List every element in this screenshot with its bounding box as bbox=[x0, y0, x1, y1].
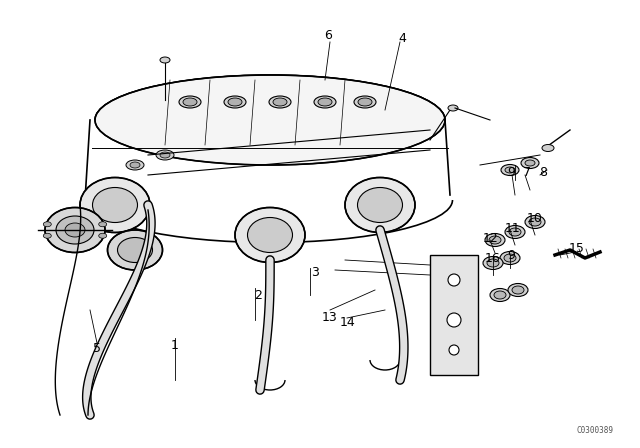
Ellipse shape bbox=[487, 259, 499, 267]
Ellipse shape bbox=[160, 152, 170, 158]
Ellipse shape bbox=[490, 289, 510, 302]
Text: 8: 8 bbox=[539, 165, 547, 178]
Ellipse shape bbox=[542, 145, 554, 151]
Ellipse shape bbox=[99, 222, 107, 227]
Text: 10: 10 bbox=[527, 211, 543, 224]
Text: 14: 14 bbox=[340, 315, 356, 328]
Ellipse shape bbox=[525, 160, 535, 166]
Ellipse shape bbox=[508, 284, 528, 297]
Ellipse shape bbox=[80, 177, 150, 233]
Ellipse shape bbox=[345, 177, 415, 233]
Ellipse shape bbox=[318, 98, 332, 106]
Ellipse shape bbox=[126, 160, 144, 170]
Text: 2: 2 bbox=[254, 289, 262, 302]
Ellipse shape bbox=[529, 218, 541, 226]
Ellipse shape bbox=[65, 223, 85, 237]
Ellipse shape bbox=[45, 207, 105, 253]
Ellipse shape bbox=[93, 188, 138, 223]
Ellipse shape bbox=[501, 164, 519, 176]
Ellipse shape bbox=[494, 291, 506, 299]
Text: 5: 5 bbox=[93, 341, 101, 354]
Ellipse shape bbox=[273, 98, 287, 106]
Circle shape bbox=[448, 274, 460, 286]
Text: 13: 13 bbox=[322, 310, 338, 323]
Ellipse shape bbox=[489, 236, 501, 244]
Ellipse shape bbox=[483, 257, 503, 270]
Ellipse shape bbox=[95, 75, 445, 165]
Circle shape bbox=[447, 313, 461, 327]
Ellipse shape bbox=[358, 98, 372, 106]
Ellipse shape bbox=[504, 254, 516, 262]
Ellipse shape bbox=[44, 222, 51, 227]
Ellipse shape bbox=[354, 96, 376, 108]
Ellipse shape bbox=[521, 158, 539, 168]
Ellipse shape bbox=[314, 96, 336, 108]
Ellipse shape bbox=[156, 150, 174, 160]
Ellipse shape bbox=[183, 98, 197, 106]
Ellipse shape bbox=[99, 233, 107, 238]
Text: 12: 12 bbox=[483, 232, 499, 245]
Ellipse shape bbox=[235, 207, 305, 263]
Ellipse shape bbox=[500, 251, 520, 264]
Text: 3: 3 bbox=[311, 266, 319, 279]
Ellipse shape bbox=[512, 286, 524, 294]
Ellipse shape bbox=[130, 162, 140, 168]
Ellipse shape bbox=[509, 228, 521, 236]
Text: 16: 16 bbox=[485, 251, 501, 264]
Ellipse shape bbox=[228, 98, 242, 106]
Ellipse shape bbox=[160, 57, 170, 63]
Ellipse shape bbox=[358, 188, 403, 223]
Ellipse shape bbox=[56, 216, 94, 244]
Ellipse shape bbox=[269, 96, 291, 108]
Ellipse shape bbox=[224, 96, 246, 108]
Text: C0300389: C0300389 bbox=[577, 426, 614, 435]
Text: 7: 7 bbox=[523, 165, 531, 178]
Ellipse shape bbox=[108, 230, 163, 270]
Text: 9: 9 bbox=[507, 249, 515, 262]
Text: 6: 6 bbox=[324, 29, 332, 42]
Ellipse shape bbox=[248, 217, 292, 253]
Ellipse shape bbox=[44, 233, 51, 238]
Text: 15: 15 bbox=[569, 241, 585, 254]
Ellipse shape bbox=[505, 167, 515, 173]
Ellipse shape bbox=[118, 237, 152, 263]
Text: 4: 4 bbox=[398, 31, 406, 44]
Circle shape bbox=[449, 345, 459, 355]
Text: 11: 11 bbox=[505, 221, 521, 234]
Bar bbox=[430, 255, 478, 375]
Text: 1: 1 bbox=[171, 339, 179, 352]
Ellipse shape bbox=[505, 225, 525, 238]
Ellipse shape bbox=[485, 233, 505, 246]
Ellipse shape bbox=[525, 215, 545, 228]
Text: 9: 9 bbox=[507, 165, 515, 178]
Ellipse shape bbox=[448, 105, 458, 111]
Ellipse shape bbox=[179, 96, 201, 108]
